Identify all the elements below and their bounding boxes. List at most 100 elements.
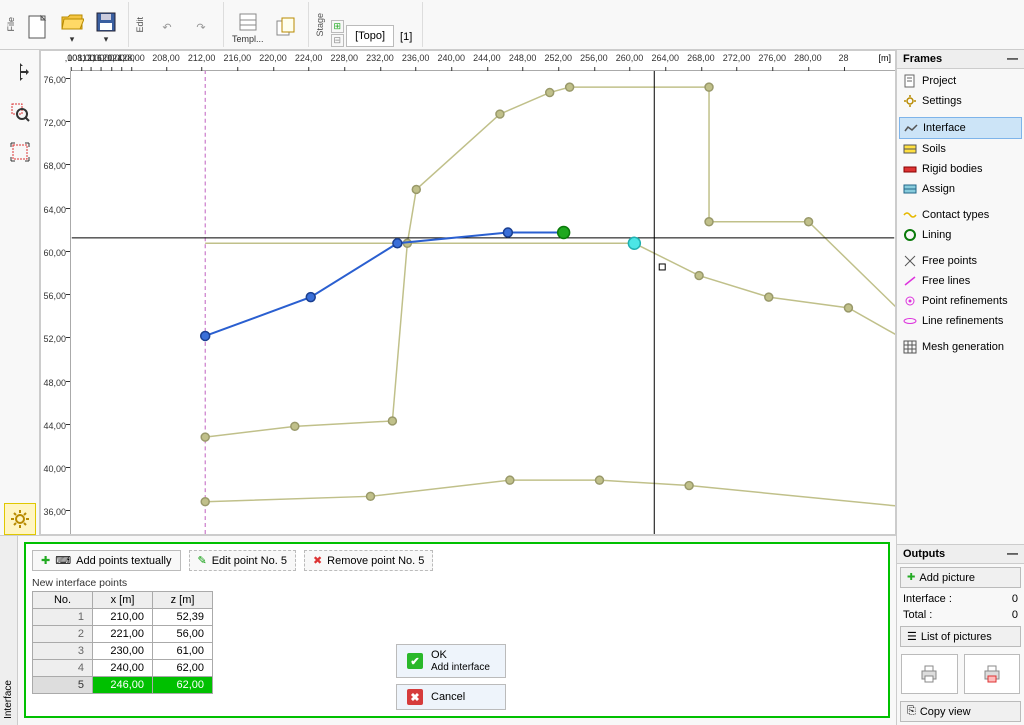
iface-icon (904, 121, 918, 135)
template-icon (236, 10, 260, 34)
points-group-label: New interface points (32, 577, 882, 589)
frames-item-point-refinements[interactable]: Point refinements (899, 291, 1022, 311)
copy-view-icon: ⎘ (907, 705, 916, 718)
print-color-button[interactable] (964, 654, 1021, 694)
gear-icon (903, 94, 917, 108)
copy-view-button[interactable]: ⎘Copy view (900, 701, 1021, 722)
frames-item-free-points[interactable]: Free points (899, 251, 1022, 271)
interface-count: 0 (1012, 593, 1018, 605)
remove-point-button[interactable]: ✖Remove point No. 5 (304, 550, 433, 571)
stage-label: Stage (313, 11, 327, 39)
vertical-ruler: 76,0072,0068,0064,0060,0056,0052,0048,00… (41, 71, 71, 534)
frames-item-project[interactable]: Project (899, 71, 1022, 91)
copy-icon (274, 15, 298, 39)
active-input-frame: ✚⌨Add points textually ✎Edit point No. 5… (24, 542, 890, 718)
col-x: x [m] (93, 592, 153, 609)
plot-area[interactable] (71, 71, 895, 534)
total-count: 0 (1012, 609, 1018, 621)
lref-icon (903, 314, 917, 328)
add-picture-button[interactable]: 🞦Add picture (900, 567, 1021, 588)
interface-tab[interactable]: Interface (0, 536, 18, 725)
frames-item-assign[interactable]: Assign (899, 179, 1022, 199)
redo-button[interactable]: ↷ (185, 7, 217, 47)
cancel-button[interactable]: ✖Cancel (396, 684, 506, 710)
frames-item-rigid-bodies[interactable]: Rigid bodies (899, 159, 1022, 179)
zoom-icon (9, 101, 31, 123)
rigid-icon (903, 162, 917, 176)
settings-tool[interactable] (4, 503, 36, 535)
outputs-title: Outputs (903, 548, 945, 560)
list-pictures-button[interactable]: ☰List of pictures (900, 626, 1021, 647)
frames-item-settings[interactable]: Settings (899, 91, 1022, 111)
list-icon: ☰ (907, 630, 917, 643)
lining-icon (903, 228, 917, 242)
pan-tool[interactable] (4, 56, 36, 88)
file-label: File (4, 15, 18, 34)
fit-icon (9, 141, 31, 163)
view-tool-strip (0, 50, 40, 535)
pref-icon (903, 294, 917, 308)
interface-count-label: Interface : (903, 593, 952, 605)
open-folder-icon (60, 10, 84, 34)
edit-label: Edit (133, 15, 147, 35)
frames-item-interface[interactable]: Interface (899, 117, 1022, 139)
frames-item-contact-types[interactable]: Contact types (899, 205, 1022, 225)
printer-icon (918, 663, 940, 685)
main-toolbar: File ▾ ▾ Edit ↶ ↷ Templ... Stage ⊞ ⊟ [To… (0, 0, 1024, 50)
table-row[interactable]: 1210,0052,39 (33, 609, 213, 626)
frames-item-mesh-generation[interactable]: Mesh generation (899, 337, 1022, 357)
frames-title: Frames (903, 53, 942, 65)
redo-icon: ↷ (189, 15, 213, 39)
assign-icon (903, 182, 917, 196)
table-row[interactable]: 5246,0062,00 (33, 677, 213, 694)
edit-point-button[interactable]: ✎Edit point No. 5 (189, 550, 296, 571)
remove-stage-button[interactable]: ⊟ (331, 34, 345, 47)
add-stage-button[interactable]: ⊞ (331, 20, 345, 33)
remove-icon: ✖ (313, 554, 322, 567)
new-file-icon (26, 15, 50, 39)
fpt-icon (903, 254, 917, 268)
undo-icon: ↶ (155, 15, 179, 39)
col-no: No. (33, 592, 93, 609)
add-picture-icon: 🞦 (907, 571, 915, 584)
print-button[interactable] (901, 654, 958, 694)
mesh-icon (903, 340, 917, 354)
table-row[interactable]: 2221,0056,00 (33, 626, 213, 643)
frames-item-soils[interactable]: Soils (899, 139, 1022, 159)
gear-icon (9, 508, 31, 530)
keyboard-icon: ⌨ (55, 554, 71, 567)
contact-icon (903, 208, 917, 222)
col-z: z [m] (153, 592, 213, 609)
ok-add-interface-button[interactable]: ✔OKAdd interface (396, 644, 506, 678)
points-table: No. x [m] z [m] 1210,0052,392221,0056,00… (32, 591, 213, 694)
zoom-tool[interactable] (4, 96, 36, 128)
cross-icon: ✖ (407, 689, 423, 705)
save-icon (94, 10, 118, 34)
check-icon: ✔ (407, 653, 423, 669)
new-file-button[interactable] (22, 7, 54, 47)
frames-item-line-refinements[interactable]: Line refinements (899, 311, 1022, 331)
topo-stage-button[interactable]: [Topo] (346, 25, 394, 47)
minimize-icon[interactable]: — (1007, 548, 1018, 560)
frames-item-lining[interactable]: Lining (899, 225, 1022, 245)
fit-view-tool[interactable] (4, 136, 36, 168)
printer-color-icon (981, 663, 1003, 685)
frames-item-free-lines[interactable]: Free lines (899, 271, 1022, 291)
stage-number: [1] (396, 27, 416, 47)
save-button[interactable]: ▾ (90, 7, 122, 47)
copy-template-button[interactable] (270, 7, 302, 47)
table-row[interactable]: 4240,0062,00 (33, 660, 213, 677)
table-row[interactable]: 3230,0061,00 (33, 643, 213, 660)
horizontal-ruler: [m],00108,00112,00116,00120,00124,00128,… (71, 51, 895, 71)
open-file-button[interactable]: ▾ (56, 7, 88, 47)
doc-icon (903, 74, 917, 88)
move-icon (9, 61, 31, 83)
soils-icon (903, 142, 917, 156)
pencil-icon: ✎ (198, 554, 207, 567)
undo-button[interactable]: ↶ (151, 7, 183, 47)
add-points-textually-button[interactable]: ✚⌨Add points textually (32, 550, 181, 571)
minimize-icon[interactable]: — (1007, 53, 1018, 65)
drawing-canvas[interactable]: [m],00108,00112,00116,00120,00124,00128,… (40, 50, 896, 535)
interface-input-panel: Interface ✚⌨Add points textually ✎Edit p… (0, 535, 896, 725)
template-button[interactable]: Templ... (228, 7, 268, 47)
